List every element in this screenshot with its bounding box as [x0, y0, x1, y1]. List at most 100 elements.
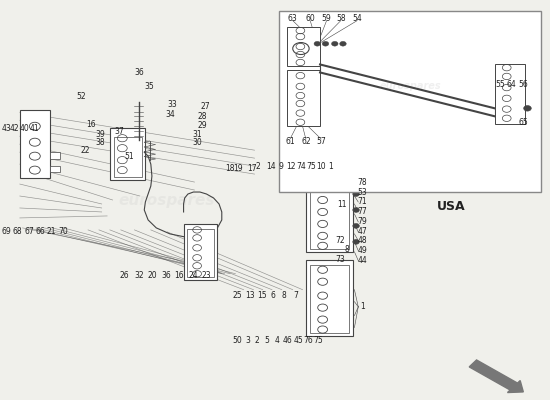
- Text: 23: 23: [202, 271, 211, 280]
- Text: 73: 73: [336, 255, 345, 264]
- Circle shape: [332, 41, 338, 46]
- Text: 49: 49: [358, 246, 367, 255]
- Text: 48: 48: [358, 236, 367, 245]
- Text: 55: 55: [496, 80, 505, 89]
- Text: 28: 28: [198, 112, 207, 121]
- Text: 58: 58: [336, 14, 345, 23]
- Circle shape: [353, 180, 359, 184]
- Text: 26: 26: [120, 271, 129, 280]
- Text: 32: 32: [134, 271, 144, 280]
- Text: 9: 9: [278, 162, 283, 172]
- Text: 7: 7: [293, 291, 298, 300]
- Text: 36: 36: [161, 271, 171, 280]
- Bar: [110, 128, 145, 180]
- Text: 35: 35: [145, 82, 155, 91]
- Bar: [184, 224, 217, 280]
- Text: 45: 45: [294, 336, 304, 345]
- Text: 16: 16: [174, 271, 184, 280]
- Bar: [310, 181, 349, 249]
- Text: 1: 1: [360, 302, 365, 311]
- Text: 44: 44: [358, 256, 367, 265]
- Text: 25: 25: [232, 291, 242, 300]
- Text: 24: 24: [189, 271, 198, 280]
- Text: 6: 6: [270, 291, 275, 300]
- Circle shape: [353, 192, 359, 196]
- Text: 53: 53: [358, 188, 367, 196]
- Text: 14: 14: [266, 162, 276, 172]
- Circle shape: [524, 106, 531, 111]
- Text: 61: 61: [285, 136, 295, 146]
- Text: 16: 16: [86, 120, 96, 129]
- Text: 59: 59: [322, 14, 332, 23]
- FancyArrow shape: [469, 360, 523, 392]
- Text: 75: 75: [306, 162, 316, 172]
- Circle shape: [353, 208, 359, 212]
- Text: 2: 2: [254, 336, 259, 345]
- Bar: [20, 110, 50, 178]
- Text: 78: 78: [358, 178, 367, 186]
- Text: eurospares: eurospares: [378, 87, 448, 97]
- Text: 57: 57: [316, 136, 326, 146]
- Bar: [114, 137, 141, 177]
- Text: 71: 71: [358, 198, 367, 206]
- Text: 2: 2: [255, 162, 260, 172]
- Text: 38: 38: [96, 138, 106, 147]
- Text: 12: 12: [286, 162, 295, 172]
- Text: eurospares: eurospares: [379, 81, 441, 91]
- Text: 50: 50: [232, 336, 242, 345]
- Text: 51: 51: [124, 152, 134, 161]
- Text: 5: 5: [265, 336, 270, 345]
- Text: 15: 15: [257, 291, 266, 300]
- Text: USA: USA: [437, 200, 465, 213]
- Text: 1: 1: [328, 162, 333, 172]
- Bar: [306, 176, 353, 252]
- Bar: [188, 229, 213, 277]
- Text: 60: 60: [305, 14, 315, 23]
- Text: 21: 21: [47, 227, 56, 236]
- Text: 8: 8: [281, 291, 286, 300]
- Text: 52: 52: [76, 92, 86, 101]
- Text: 70: 70: [59, 227, 68, 236]
- Text: 43: 43: [1, 124, 11, 133]
- Text: 33: 33: [168, 100, 178, 109]
- Bar: [306, 260, 353, 336]
- Text: 10: 10: [316, 162, 326, 172]
- Text: 29: 29: [198, 120, 207, 130]
- Text: 42: 42: [9, 124, 19, 133]
- Text: 37: 37: [115, 127, 125, 136]
- Circle shape: [314, 41, 321, 46]
- Text: 41: 41: [29, 124, 39, 133]
- Text: 39: 39: [96, 130, 106, 139]
- Text: 19: 19: [233, 164, 243, 173]
- Text: 46: 46: [283, 336, 293, 345]
- Text: 76: 76: [304, 336, 313, 345]
- Bar: [287, 27, 320, 66]
- Text: eurospares: eurospares: [119, 192, 216, 208]
- Bar: [287, 70, 320, 126]
- Text: 65: 65: [518, 118, 528, 127]
- Text: 30: 30: [192, 138, 202, 148]
- Bar: [494, 64, 525, 124]
- Text: 64: 64: [506, 80, 516, 89]
- Text: 54: 54: [353, 14, 362, 23]
- Text: 27: 27: [201, 102, 210, 111]
- Text: 17: 17: [247, 164, 257, 173]
- Text: 66: 66: [36, 227, 46, 236]
- Bar: [310, 265, 349, 333]
- Text: 77: 77: [358, 208, 367, 216]
- Text: 18: 18: [225, 164, 235, 173]
- Text: 36: 36: [134, 68, 144, 77]
- Text: 20: 20: [147, 271, 157, 280]
- Text: 63: 63: [288, 14, 298, 23]
- Text: 67: 67: [24, 227, 34, 236]
- Text: 72: 72: [336, 236, 345, 245]
- Text: 11: 11: [337, 200, 346, 209]
- Circle shape: [353, 240, 359, 244]
- Text: 22: 22: [80, 146, 90, 155]
- Bar: [279, 11, 541, 192]
- Text: 68: 68: [12, 227, 22, 236]
- Circle shape: [353, 224, 359, 228]
- Text: 13: 13: [245, 291, 255, 300]
- Circle shape: [340, 41, 346, 46]
- Text: 75: 75: [314, 336, 323, 345]
